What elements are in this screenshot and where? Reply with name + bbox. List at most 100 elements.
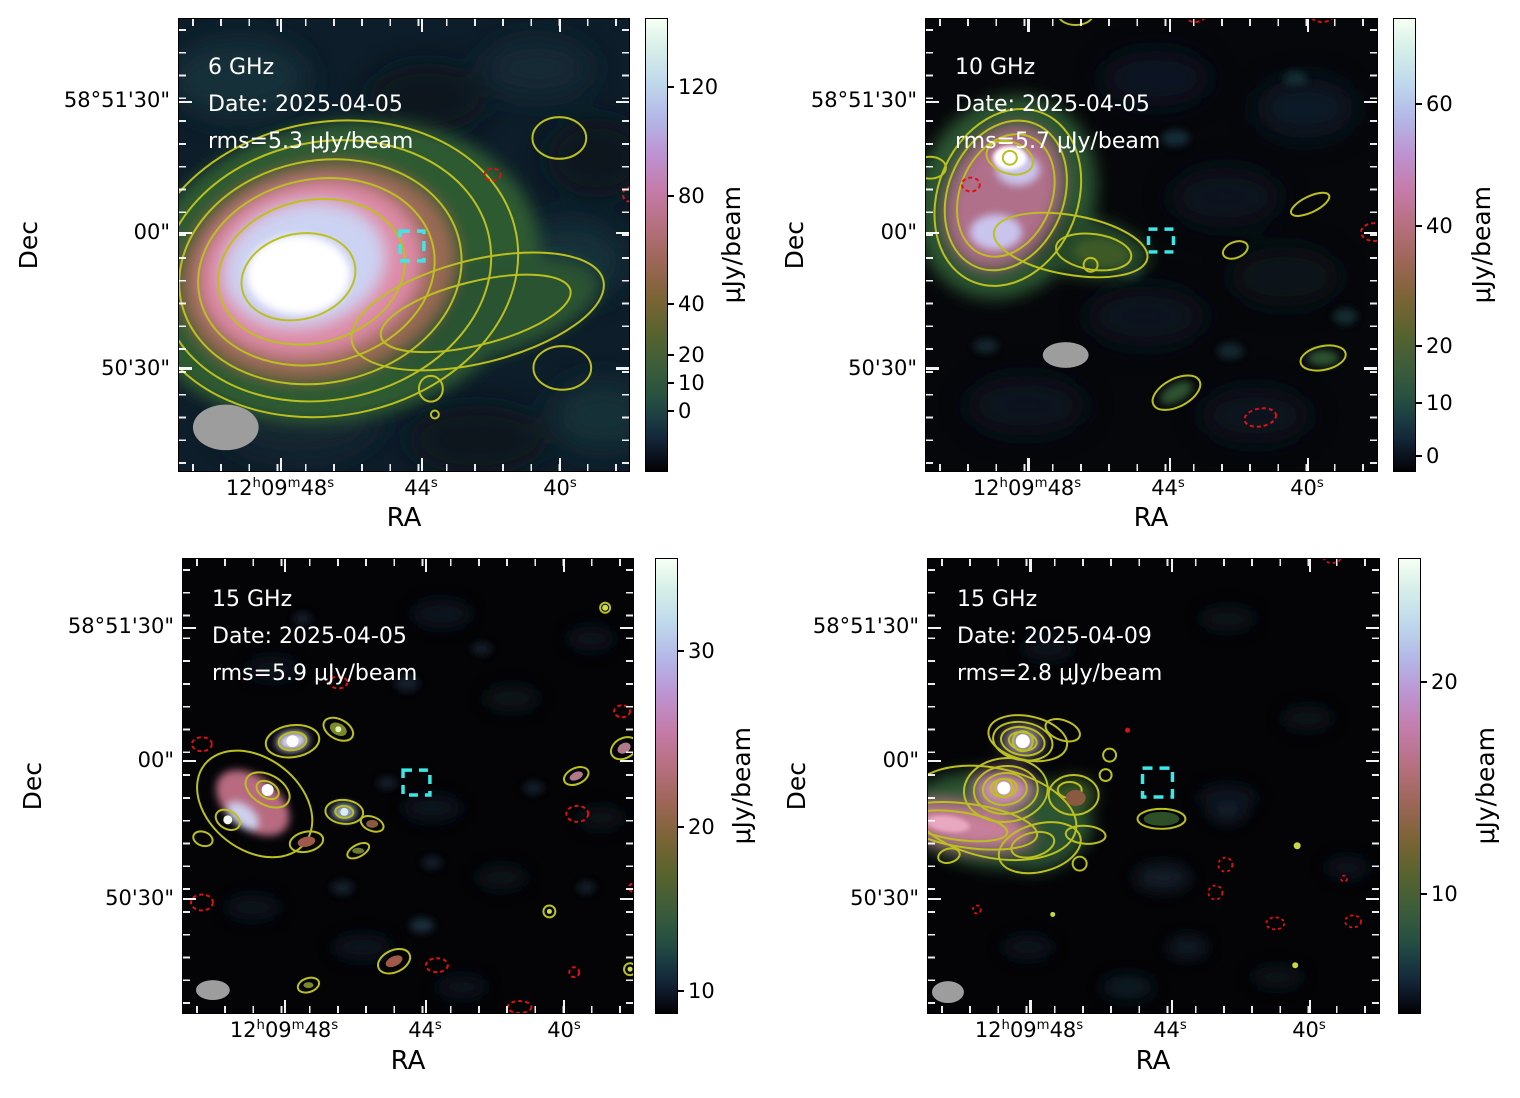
sky-map-10ghz: 10 GHz Date: 2025-04-05 rms=5.7 μJy/beam <box>925 18 1378 472</box>
background-noise <box>965 50 1356 444</box>
source-core <box>246 235 351 315</box>
dec-tick-label: 58°51'30" <box>812 614 919 638</box>
colorbar-tick: 30 <box>688 639 715 663</box>
sky-map-art <box>179 19 629 471</box>
aperture-marker <box>398 229 426 263</box>
dec-tick-label: 58°51'30" <box>63 88 170 112</box>
colorbar: 30 20 10 <box>655 558 715 1014</box>
dec-tick-label: 58°51'30" <box>67 614 174 638</box>
ra-tick-label: 12h09m48s <box>225 476 335 500</box>
colorbar-tick: 10 <box>688 979 715 1003</box>
colorbar-tick: 10 <box>678 371 705 395</box>
colorbar-gradient <box>1394 19 1415 471</box>
pink-ridge <box>928 815 970 833</box>
freq-label: 15 GHz <box>212 587 293 612</box>
freq-label: 10 GHz <box>955 55 1036 80</box>
dec-axis-label: Dec <box>17 761 47 811</box>
beam-ellipse <box>1042 342 1089 368</box>
colorbar-unit-label: μJy/beam <box>1470 727 1500 845</box>
colorbar-tick: 40 <box>678 292 705 316</box>
dec-tick-label: 00" <box>880 220 917 244</box>
dec-tick-label: 58°51'30" <box>810 88 917 112</box>
ra-tick-label: 12h09m48s <box>972 476 1082 500</box>
colorbar-tick: 0 <box>1426 444 1440 468</box>
colorbar-unit-label: μJy/beam <box>726 727 756 845</box>
rms-label: rms=5.7 μJy/beam <box>955 129 1161 154</box>
colorbar-tick: 40 <box>1426 214 1453 238</box>
rms-label: rms=2.8 μJy/beam <box>957 661 1163 686</box>
noise-peaks <box>973 71 1358 359</box>
colorbar-gradient <box>1399 559 1420 1013</box>
ra-axis-label: RA <box>1133 503 1169 533</box>
panel-10ghz: Dec 58°51'30" 00" 50'30" <box>760 0 1520 549</box>
ra-tick-label: 44s <box>1151 476 1185 500</box>
beam-ellipse <box>195 980 230 1001</box>
dec-tick-label: 50'30" <box>848 356 917 380</box>
dec-tick-label: 00" <box>882 748 919 772</box>
colorbar-tick: 20 <box>1426 334 1453 358</box>
obs-date-label: Date: 2025-04-05 <box>212 624 407 649</box>
colorbar-gradient <box>646 19 667 471</box>
rms-label: rms=5.9 μJy/beam <box>212 661 418 686</box>
inner-emission <box>969 153 1340 405</box>
dec-axis-label: Dec <box>13 220 43 270</box>
ra-tick-label: 44s <box>408 1018 442 1042</box>
compact-cores <box>997 727 1301 969</box>
dec-tick-label: 00" <box>137 748 174 772</box>
sky-map-15ghz-0409: 15 GHz Date: 2025-04-09 rms=2.8 μJy/beam <box>927 558 1380 1014</box>
aperture-marker <box>401 768 432 797</box>
colorbar-tick: 20 <box>688 815 715 839</box>
panel-15ghz-0405: Dec 58°51'30" 00" 50'30" <box>0 549 760 1098</box>
colorbar-tick: 20 <box>678 343 705 367</box>
dec-tick-label: 00" <box>133 220 170 244</box>
colorbar-tick: 80 <box>678 184 705 208</box>
ra-tick-label: 40s <box>1290 476 1324 500</box>
rms-label: rms=5.3 μJy/beam <box>208 129 414 154</box>
sky-map-art <box>928 559 1379 1013</box>
ra-tick-label: 40s <box>547 1018 581 1042</box>
negative-contours <box>189 675 633 1013</box>
obs-date-label: Date: 2025-04-05 <box>955 92 1150 117</box>
beam-ellipse <box>192 404 259 451</box>
colorbar-tick: 10 <box>1426 391 1453 415</box>
dec-tick-label: 50'30" <box>105 886 174 910</box>
aperture-marker <box>1140 766 1175 799</box>
aperture-marker <box>1146 227 1176 254</box>
sky-map-15ghz-0405: 15 GHz Date: 2025-04-05 rms=5.9 μJy/beam <box>182 558 634 1014</box>
colorbar-gradient <box>656 559 677 1013</box>
ra-axis-label: RA <box>386 503 422 533</box>
colorbar: 60 40 20 10 0 <box>1393 18 1453 472</box>
background-noise <box>224 599 626 999</box>
ra-tick-label: 40s <box>543 476 577 500</box>
colorbar-tick: 0 <box>678 399 692 423</box>
ra-axis-label: RA <box>1135 1046 1171 1076</box>
colorbar-unit-label: μJy/beam <box>1466 186 1496 304</box>
dec-tick-label: 50'30" <box>850 886 919 910</box>
ra-tick-label: 40s <box>1292 1018 1326 1042</box>
panel-annotation: 6 GHz Date: 2025-04-05 rms=5.3 μJy/beam <box>208 49 413 160</box>
colorbar-tick: 120 <box>678 75 719 99</box>
beam-ellipse <box>931 981 964 1004</box>
panel-annotation: 15 GHz Date: 2025-04-09 rms=2.8 μJy/beam <box>957 581 1162 692</box>
positive-contours <box>179 116 605 420</box>
background-noise <box>1001 606 1370 999</box>
source-core <box>992 145 1027 170</box>
obs-date-label: Date: 2025-04-05 <box>208 92 403 117</box>
dec-axis-label: Dec <box>779 220 809 270</box>
colorbar-tick: 60 <box>1426 92 1453 116</box>
ra-axis-label: RA <box>390 1046 426 1076</box>
ra-tick-label: 44s <box>1153 1018 1187 1042</box>
sky-map-art <box>926 19 1377 471</box>
colorbar-unit-label: μJy/beam <box>716 186 746 304</box>
freq-label: 6 GHz <box>208 55 275 80</box>
diffuse-emission <box>928 728 1096 872</box>
obs-date-label: Date: 2025-04-09 <box>957 624 1152 649</box>
ra-tick-label: 44s <box>404 476 438 500</box>
dec-tick-label: 50'30" <box>101 356 170 380</box>
colorbar: 20 10 <box>1398 558 1458 1014</box>
colorbar-tick: 20 <box>1431 670 1458 694</box>
colorbar: 120 80 40 20 10 0 <box>645 18 718 472</box>
freq-label: 15 GHz <box>957 587 1038 612</box>
sky-map-art <box>183 559 633 1013</box>
